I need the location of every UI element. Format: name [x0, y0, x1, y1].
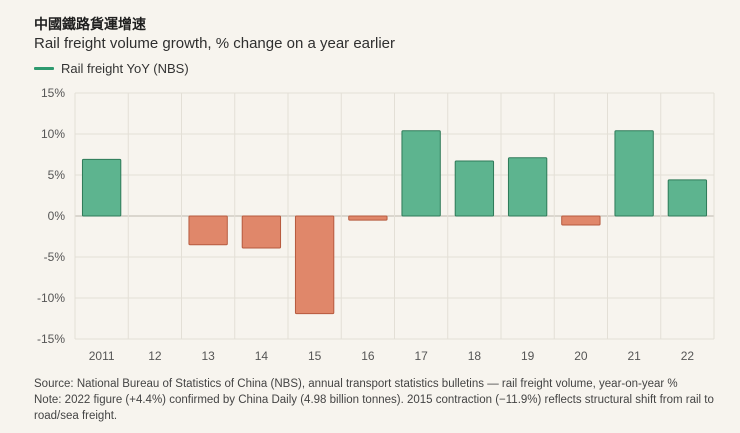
x-tick-label: 15 — [308, 349, 322, 363]
y-tick-label: -10% — [37, 291, 65, 305]
chart-footer: Source: National Bureau of Statistics of… — [34, 376, 724, 424]
x-tick-label: 20 — [574, 349, 588, 363]
x-tick-label: 16 — [361, 349, 375, 363]
x-tick-label: 18 — [468, 349, 482, 363]
x-tick-label: 21 — [627, 349, 641, 363]
legend: Rail freight YoY (NBS) — [34, 61, 189, 76]
bar-20 — [561, 215, 601, 226]
y-tick-label: 5% — [48, 168, 66, 182]
bar-15 — [294, 215, 335, 315]
bar-18 — [454, 160, 495, 217]
bar-14 — [241, 215, 282, 249]
y-tick-label: 0% — [48, 209, 66, 223]
x-tick-label: 14 — [255, 349, 269, 363]
x-tick-label: 19 — [521, 349, 535, 363]
chart-title: 中國鐵路貨運增速 — [34, 16, 146, 32]
x-tick-label: 22 — [681, 349, 695, 363]
y-tick-label: -15% — [37, 332, 65, 346]
bar-2011 — [81, 158, 122, 217]
legend-label: Rail freight YoY (NBS) — [61, 61, 189, 76]
y-tick-label: -5% — [44, 250, 66, 264]
y-tick-label: 10% — [41, 127, 65, 141]
source-note: Source: National Bureau of Statistics of… — [34, 378, 678, 390]
x-tick-label: 2011 — [89, 349, 115, 363]
x-tick-label: 13 — [201, 349, 215, 363]
bar-21 — [614, 130, 654, 217]
y-tick-label: 15% — [41, 86, 65, 100]
bar-17 — [401, 130, 441, 217]
footnote: Note: 2022 figure (+4.4%) confirmed by C… — [34, 394, 714, 422]
x-tick-label: 12 — [148, 349, 162, 363]
bar-19 — [507, 157, 548, 217]
x-tick-label: 17 — [414, 349, 428, 363]
bar-22 — [667, 179, 708, 217]
bar-13 — [188, 215, 228, 246]
chart-subtitle: Rail freight volume growth, % change on … — [34, 35, 396, 52]
legend-line-swatch — [34, 67, 54, 70]
bar-16 — [348, 215, 388, 221]
